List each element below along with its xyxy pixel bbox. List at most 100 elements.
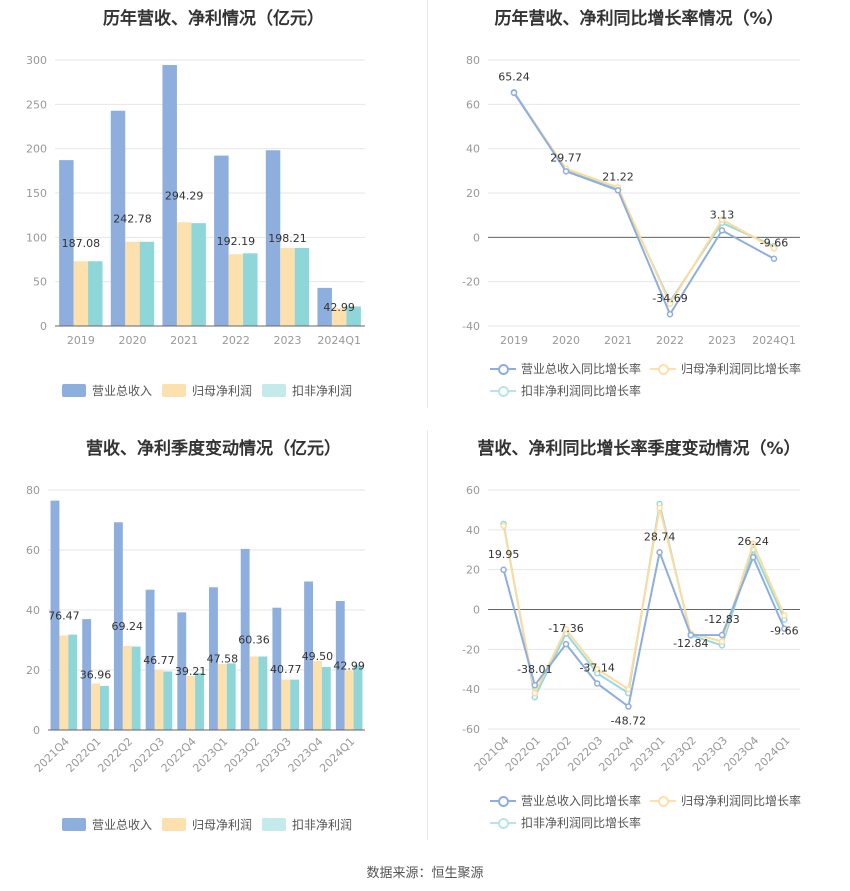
bar	[73, 261, 89, 326]
y-tick-label: 60	[466, 98, 480, 111]
y-tick-label: 20	[26, 664, 40, 677]
bar	[317, 287, 332, 326]
x-tick-label: 2019	[67, 334, 95, 347]
series-point	[656, 549, 663, 556]
quarter-line-panel: 营收、净利同比增长率季度变动情况（%） -60 -40 -20 0 20 40 60 2021…	[428, 430, 850, 840]
legend-item-netprofit[interactable]: 归母净利润	[162, 382, 252, 399]
data-label: 69.24	[112, 620, 144, 633]
series-point	[666, 300, 674, 308]
legend-label: 扣非净利润	[292, 384, 353, 398]
legend-item-deducted-growth[interactable]: 扣非净利润同比增长率	[490, 814, 641, 831]
bar	[280, 247, 295, 326]
series-point	[562, 168, 570, 175]
y-tick-label: -20	[462, 276, 480, 289]
legend-label: 营业总收入	[92, 384, 153, 398]
divider	[427, 430, 428, 840]
bar	[331, 308, 347, 326]
bar	[154, 670, 164, 730]
series-point	[718, 227, 726, 234]
data-label: -48.72	[611, 715, 646, 728]
y-tick-label: -60	[462, 723, 480, 736]
legend-item-revenue[interactable]: 营业总收入	[62, 382, 152, 399]
legend-swatch	[650, 362, 676, 376]
legend-item-deducted[interactable]: 扣非净利润	[262, 816, 352, 833]
annual-bar-chart: 0 50 100 150 200 250 300 2019 2020 2021 2022 2023 20…	[26, 54, 365, 347]
y-tick-label: 0	[40, 320, 47, 333]
legend-item-revenue-growth[interactable]: 营业总收入同比增长率	[490, 360, 641, 377]
y-tick-label: -20	[462, 643, 480, 656]
series-point	[770, 245, 778, 252]
y-tick-label: 0	[473, 604, 480, 617]
legend-swatch	[62, 818, 86, 831]
legend-label: 归母净利润同比增长率	[681, 794, 802, 808]
series-point	[781, 625, 788, 632]
x-tick-label: 2023	[274, 334, 302, 347]
y-tick-label: -40	[462, 320, 480, 333]
x-tick-label: 2022	[656, 334, 684, 347]
legend-item-netprofit-growth[interactable]: 归母净利润同比增长率	[650, 792, 801, 809]
data-source: 数据来源：恒生聚源	[366, 866, 484, 881]
x-tick-label: 2020	[552, 334, 580, 347]
bar	[304, 581, 314, 730]
y-tick-label: 300	[26, 54, 47, 67]
series-point	[718, 216, 726, 223]
bar	[353, 665, 363, 730]
legend-item-netprofit[interactable]: 归母净利润	[162, 816, 252, 833]
series-point	[718, 631, 726, 639]
bar	[163, 671, 173, 730]
legend-item-revenue-growth[interactable]: 营业总收入同比增长率	[490, 792, 641, 809]
bar	[113, 522, 123, 730]
y-tick-label: 40	[466, 143, 480, 156]
quarter-bar-panel: 营收、净利季度变动情况（亿元） 0 20 40 60 80 2021Q4 2022Q1 202…	[0, 430, 427, 840]
y-tick-label: 40	[26, 604, 40, 617]
bar	[258, 656, 268, 730]
series-point	[666, 310, 674, 318]
data-label: 187.08	[62, 237, 101, 250]
series-point	[531, 689, 539, 697]
legend-label: 归母净利润	[192, 384, 253, 398]
bar	[162, 65, 177, 326]
bar	[240, 548, 250, 730]
bar	[243, 253, 258, 326]
series-point	[510, 89, 518, 96]
bar	[110, 110, 126, 326]
bar	[226, 663, 236, 730]
bar	[139, 241, 155, 326]
series-point	[562, 626, 570, 633]
y-tick-label: -40	[462, 683, 480, 696]
series-point	[687, 631, 695, 639]
chart-title: 历年营收、净利同比增长率情况（%）	[494, 9, 784, 29]
legend-label: 营业总收入同比增长率	[521, 362, 642, 376]
y-tick-label: 60	[466, 484, 480, 497]
bar	[195, 673, 204, 730]
series-point	[781, 612, 788, 619]
data-label: -37.14	[579, 661, 614, 674]
data-label: 26.24	[737, 535, 769, 548]
legend-item-deducted[interactable]: 扣非净利润	[262, 382, 352, 399]
y-tick-label: 20	[466, 564, 480, 577]
data-label: -9.66	[770, 625, 798, 638]
legend-swatch	[490, 384, 516, 398]
data-label: 294.29	[165, 190, 204, 203]
x-tick-label: 2021	[170, 334, 198, 347]
data-label: 49.50	[302, 650, 334, 663]
legend-label: 归母净利润	[192, 818, 253, 832]
bar	[50, 500, 60, 730]
legend-item-revenue[interactable]: 营业总收入	[62, 816, 152, 833]
x-tick-label: 2021	[604, 334, 632, 347]
bar	[249, 656, 259, 730]
chart-title: 营收、净利同比增长率季度变动情况（%）	[477, 439, 801, 459]
y-tick-label: 250	[26, 98, 47, 111]
data-label: 28.74	[644, 530, 676, 543]
data-label: 3.13	[710, 208, 735, 221]
legend-item-deducted-growth[interactable]: 扣非净利润同比增长率	[490, 382, 641, 399]
series-point	[614, 187, 622, 194]
series-line	[502, 507, 786, 697]
bar	[321, 667, 331, 730]
legend-item-netprofit-growth[interactable]: 归母净利润同比增长率	[650, 360, 801, 377]
series-point	[593, 680, 601, 687]
y-tick-label: 0	[33, 724, 40, 737]
legend-label: 归母净利润同比增长率	[681, 362, 802, 376]
data-label: -34.69	[652, 292, 687, 305]
bar	[99, 685, 109, 730]
